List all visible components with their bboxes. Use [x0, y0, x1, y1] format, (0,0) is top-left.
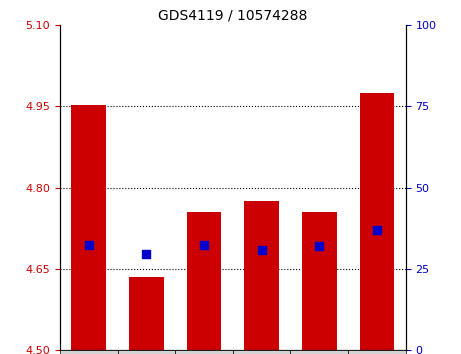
Bar — [187, 212, 221, 350]
Bar — [360, 93, 394, 350]
Bar — [129, 277, 164, 350]
Point — [200, 242, 207, 247]
Bar — [244, 201, 279, 350]
Point — [258, 247, 266, 253]
Point — [373, 227, 381, 233]
Bar — [71, 105, 106, 350]
Point — [315, 244, 323, 249]
Point — [85, 242, 92, 247]
Title: GDS4119 / 10574288: GDS4119 / 10574288 — [158, 8, 307, 22]
Point — [142, 251, 150, 257]
Bar — [302, 212, 337, 350]
